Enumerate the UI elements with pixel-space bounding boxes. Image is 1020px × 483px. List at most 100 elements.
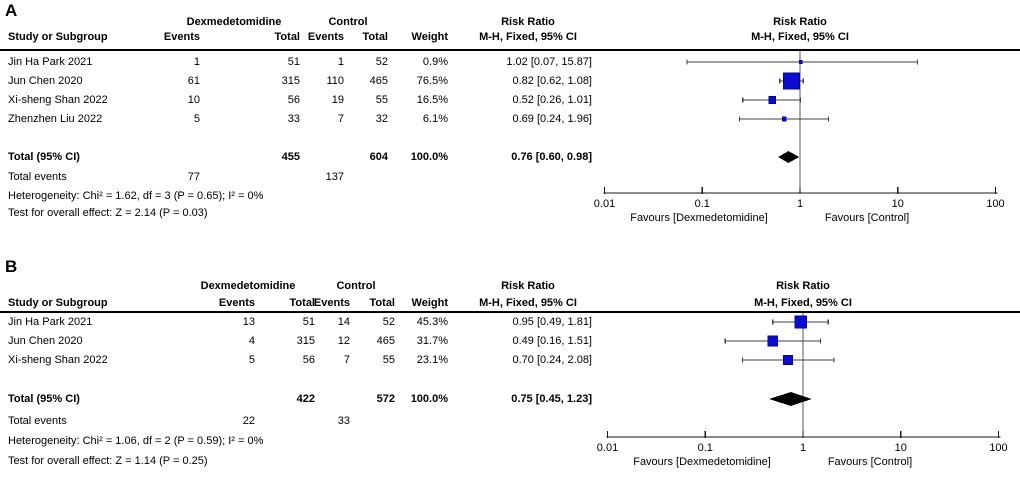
study-total2: 465 <box>376 335 395 347</box>
study-events1: 61 <box>187 75 200 87</box>
study-events1: 4 <box>248 335 255 347</box>
study-total2: 55 <box>375 94 388 106</box>
x-tick-label: 100 <box>986 198 1005 210</box>
heterogeneity-text: Heterogeneity: Chi² = 1.06, df = 2 (P = … <box>8 435 264 447</box>
col-ci-header-table: M-H, Fixed, 95% CI <box>479 31 577 43</box>
study-weight: 6.1% <box>422 113 448 125</box>
col-events1-header: Events <box>218 297 255 309</box>
col-ci-header-table: M-H, Fixed, 95% CI <box>479 297 577 309</box>
total-total1: 455 <box>281 151 300 163</box>
study-name: Jin Ha Park 2021 <box>8 316 93 328</box>
study-events2: 110 <box>326 75 344 87</box>
study-name: Zhenzhen Liu 2022 <box>8 113 103 125</box>
total-weight: 100.0% <box>410 393 448 405</box>
effect-title-plot: Risk Ratio <box>773 16 827 28</box>
study-events2: 14 <box>337 316 350 328</box>
study-total1: 51 <box>302 316 315 328</box>
pooled-diamond <box>769 392 812 406</box>
effect-title-table: Risk Ratio <box>501 16 555 28</box>
study-events2: 7 <box>343 354 350 366</box>
study-rr-ci: 0.69 [0.24, 1.96] <box>512 113 592 125</box>
favours-right-label: Favours [Control] <box>827 456 913 468</box>
study-rr-ci: 0.82 [0.62, 1.08] <box>512 75 592 87</box>
x-tick-label: 0.01 <box>596 442 619 454</box>
study-total2: 32 <box>375 113 388 125</box>
study-total2: 52 <box>382 316 395 328</box>
study-events1: 5 <box>193 113 200 125</box>
overall-effect-text: Test for overall effect: Z = 1.14 (P = 0… <box>8 455 208 467</box>
study-total1: 315 <box>281 75 300 87</box>
study-rr-ci: 0.52 [0.26, 1.01] <box>512 94 592 106</box>
study-effect-square <box>782 355 793 365</box>
study-effect-square <box>767 335 779 347</box>
study-weight: 23.1% <box>416 354 448 366</box>
study-rr-ci: 0.70 [0.24, 2.08] <box>512 354 592 366</box>
total-events-events1: 77 <box>187 171 200 183</box>
col-weight-header: Weight <box>411 31 448 43</box>
study-events2: 19 <box>331 94 344 106</box>
study-effect-square <box>781 116 787 122</box>
study-rr-ci: 1.02 [0.07, 15.87] <box>506 56 592 68</box>
study-effect-square <box>794 315 808 329</box>
x-tick-label: 100 <box>989 442 1008 454</box>
pooled-diamond <box>778 151 800 163</box>
col-ci-header-plot: M-H, Fixed, 95% CI <box>751 31 849 43</box>
study-name: Jun Chen 2020 <box>8 75 83 87</box>
study-effect-square <box>768 96 777 104</box>
total-events-events1: 22 <box>242 415 255 427</box>
total-label: Total (95% CI) <box>8 151 80 163</box>
x-tick-label: 10 <box>891 198 904 210</box>
study-events2: 7 <box>337 113 344 125</box>
study-events1: 5 <box>248 354 255 366</box>
x-tick-label: 0.1 <box>697 442 713 454</box>
panel-label: B <box>5 257 18 276</box>
col-events1-header: Events <box>163 31 200 43</box>
study-events2: 1 <box>337 56 344 68</box>
x-tick-label: 10 <box>894 442 907 454</box>
col-total1-header: Total <box>289 297 315 309</box>
study-weight: 76.5% <box>416 75 448 87</box>
total-total1: 422 <box>296 393 315 405</box>
x-tick-label: 1 <box>796 198 804 210</box>
col-total2-header: Total <box>369 297 395 309</box>
group1-header: Dexmedetomidine <box>200 280 296 292</box>
col-study-header: Study or Subgroup <box>8 297 108 309</box>
group2-header: Control <box>336 280 376 292</box>
x-tick-label: 0.1 <box>694 198 710 210</box>
study-total1: 33 <box>287 113 300 125</box>
study-weight: 45.3% <box>416 316 448 328</box>
study-total1: 315 <box>296 335 315 347</box>
x-tick-label: 0.01 <box>593 198 616 210</box>
col-weight-header: Weight <box>411 297 448 309</box>
total-label: Total (95% CI) <box>8 393 80 405</box>
study-total2: 465 <box>369 75 388 87</box>
overall-effect-text: Test for overall effect: Z = 2.14 (P = 0… <box>8 207 208 219</box>
study-name: Jun Chen 2020 <box>8 335 83 347</box>
study-events1: 13 <box>242 316 255 328</box>
study-name: Jin Ha Park 2021 <box>8 56 93 68</box>
total-total2: 572 <box>376 393 395 405</box>
study-total1: 51 <box>287 56 300 68</box>
col-events2-header: Events <box>313 297 350 309</box>
total-weight: 100.0% <box>410 151 448 163</box>
effect-title-plot: Risk Ratio <box>776 280 830 292</box>
study-rr-ci: 0.95 [0.49, 1.81] <box>512 316 592 328</box>
col-study-header: Study or Subgroup <box>8 31 108 43</box>
study-weight: 31.7% <box>416 335 448 347</box>
study-name: Xi-sheng Shan 2022 <box>8 94 108 106</box>
study-rr-ci: 0.49 [0.16, 1.51] <box>512 335 592 347</box>
study-weight: 16.5% <box>416 94 448 106</box>
col-ci-header-plot: M-H, Fixed, 95% CI <box>754 297 852 309</box>
study-effect-square <box>798 60 803 64</box>
study-events1: 1 <box>193 56 200 68</box>
study-effect-square <box>783 72 800 90</box>
study-total2: 55 <box>382 354 395 366</box>
group2-header: Control <box>328 16 368 28</box>
col-total1-header: Total <box>274 31 300 43</box>
study-total2: 52 <box>375 56 388 68</box>
study-events1: 10 <box>187 94 200 106</box>
total-total2: 604 <box>369 151 388 163</box>
total-events-label: Total events <box>8 415 67 427</box>
study-weight: 0.9% <box>422 56 448 68</box>
